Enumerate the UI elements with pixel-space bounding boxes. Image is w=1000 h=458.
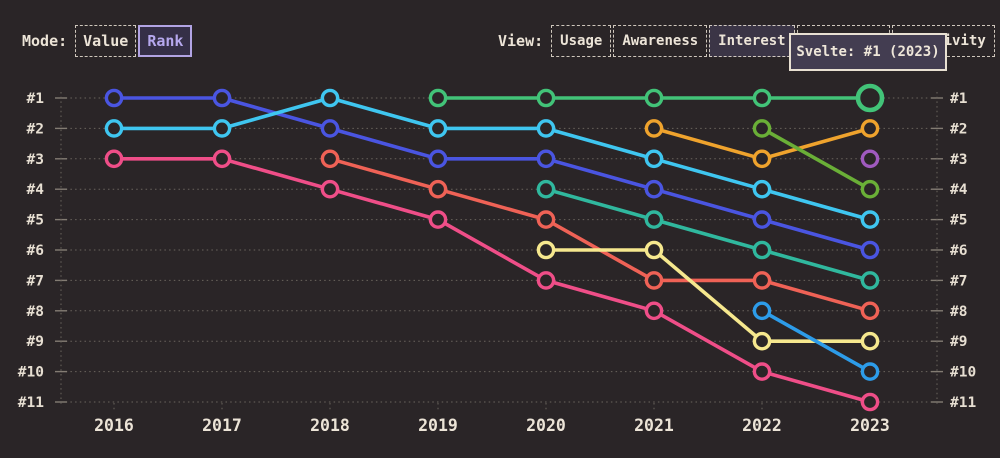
year-label: 2020 <box>526 416 566 435</box>
data-point-yellow[interactable] <box>860 331 880 351</box>
rank-label-right: #1 <box>950 91 968 107</box>
data-point-pink[interactable] <box>860 392 880 412</box>
data-point-lime[interactable] <box>860 179 880 199</box>
data-point-royal-blue[interactable] <box>428 149 448 169</box>
year-label: 2019 <box>418 416 458 435</box>
rank-label-right: #10 <box>950 365 976 381</box>
data-point-cyan[interactable] <box>320 88 340 108</box>
year-label: 2016 <box>94 416 134 435</box>
data-point-coral[interactable] <box>860 301 880 321</box>
data-point-yellow[interactable] <box>752 331 772 351</box>
data-point-yellow[interactable] <box>536 240 556 260</box>
data-point-pink[interactable] <box>320 179 340 199</box>
tooltip: Svelte: #1 (2023) <box>789 33 947 71</box>
data-point-cyan[interactable] <box>104 119 124 138</box>
data-point-svelte-green[interactable] <box>536 88 556 108</box>
data-point-svelte-green[interactable] <box>428 88 448 108</box>
mode-button-value[interactable]: Value <box>75 25 137 57</box>
year-label: 2022 <box>742 416 782 435</box>
rank-label-right: #2 <box>950 121 967 137</box>
data-point-cyan[interactable] <box>536 119 556 138</box>
rank-label-left: #6 <box>27 243 44 259</box>
rank-label-left: #3 <box>27 152 44 168</box>
view-button-usage[interactable]: Usage <box>551 25 612 57</box>
mode-control: Mode: Value Rank <box>22 25 194 57</box>
data-point-teal[interactable] <box>752 240 772 260</box>
year-label: 2017 <box>202 416 242 435</box>
rank-label-left: #8 <box>27 304 44 320</box>
rank-label-right: #8 <box>950 304 967 320</box>
data-point-royal-blue[interactable] <box>104 88 124 108</box>
rank-label-right: #11 <box>950 395 976 411</box>
data-point-royal-blue[interactable] <box>860 240 880 260</box>
data-point-pink[interactable] <box>644 301 664 321</box>
series-line-teal[interactable] <box>544 187 872 283</box>
mode-button-rank[interactable]: Rank <box>138 25 193 57</box>
data-point-sky-blue[interactable] <box>860 362 880 381</box>
series-line-coral[interactable] <box>328 157 872 313</box>
rank-label-right: #3 <box>950 152 967 168</box>
data-point-teal[interactable] <box>644 210 664 229</box>
series-line-lime[interactable] <box>760 126 872 191</box>
rank-label-left: #10 <box>18 365 44 381</box>
rank-label-left: #7 <box>27 273 44 289</box>
data-point-cyan[interactable] <box>428 119 448 138</box>
mode-label: Mode: <box>22 32 68 50</box>
data-point-royal-blue[interactable] <box>644 179 664 199</box>
rank-label-left: #11 <box>18 395 44 411</box>
rank-label-right: #7 <box>950 273 967 289</box>
data-point-lime[interactable] <box>752 119 772 138</box>
data-point-teal[interactable] <box>536 179 556 199</box>
rank-label-left: #9 <box>27 334 44 350</box>
data-point-coral[interactable] <box>644 271 664 290</box>
tooltip-text: Svelte: #1 (2023) <box>796 44 940 60</box>
rank-label-left: #4 <box>27 182 45 198</box>
rank-label-right: #6 <box>950 243 967 259</box>
data-point-yellow[interactable] <box>644 240 664 260</box>
data-point-sky-blue[interactable] <box>752 301 772 321</box>
year-label: 2021 <box>634 416 674 435</box>
data-point-amber[interactable] <box>752 149 772 169</box>
year-label: 2018 <box>310 416 350 435</box>
data-point-coral[interactable] <box>320 149 340 169</box>
year-label: 2023 <box>850 416 890 435</box>
data-point-royal-blue[interactable] <box>212 88 232 108</box>
data-point-coral[interactable] <box>536 210 556 229</box>
view-button-awareness[interactable]: Awareness <box>613 25 708 57</box>
highlighted-data-point[interactable] <box>855 83 885 113</box>
series-line-sky-blue[interactable] <box>760 308 872 374</box>
data-point-svelte-green[interactable] <box>752 88 772 108</box>
series-line-cyan[interactable] <box>112 96 872 222</box>
data-point-teal[interactable] <box>860 271 880 290</box>
data-point-svelte-green[interactable] <box>644 88 664 108</box>
data-point-coral[interactable] <box>428 179 448 199</box>
data-point-cyan[interactable] <box>752 179 772 199</box>
rank-label-left: #1 <box>27 91 45 107</box>
series-line-pink[interactable] <box>112 157 872 404</box>
data-point-pink[interactable] <box>536 271 556 290</box>
data-point-pink[interactable] <box>752 362 772 381</box>
data-point-amber[interactable] <box>860 119 880 138</box>
data-point-royal-blue[interactable] <box>320 119 340 138</box>
series-line-royal-blue[interactable] <box>112 96 872 252</box>
rank-label-left: #2 <box>27 121 44 137</box>
rank-label-right: #9 <box>950 334 967 350</box>
data-point-cyan[interactable] <box>212 119 232 138</box>
data-point-cyan[interactable] <box>644 149 664 169</box>
rank-label-left: #5 <box>27 213 44 229</box>
data-point-royal-blue[interactable] <box>752 210 772 229</box>
rank-label-right: #4 <box>950 182 968 198</box>
data-point-cyan[interactable] <box>860 210 880 229</box>
view-label: View: <box>498 32 544 50</box>
rank-label-right: #5 <box>950 213 967 229</box>
data-point-pink[interactable] <box>212 149 232 169</box>
data-point-amber[interactable] <box>644 119 664 138</box>
data-point-pink[interactable] <box>428 210 448 229</box>
data-point-royal-blue[interactable] <box>536 149 556 169</box>
data-point-coral[interactable] <box>752 271 772 290</box>
data-point-pink[interactable] <box>104 149 124 169</box>
data-point-purple[interactable] <box>860 149 880 169</box>
